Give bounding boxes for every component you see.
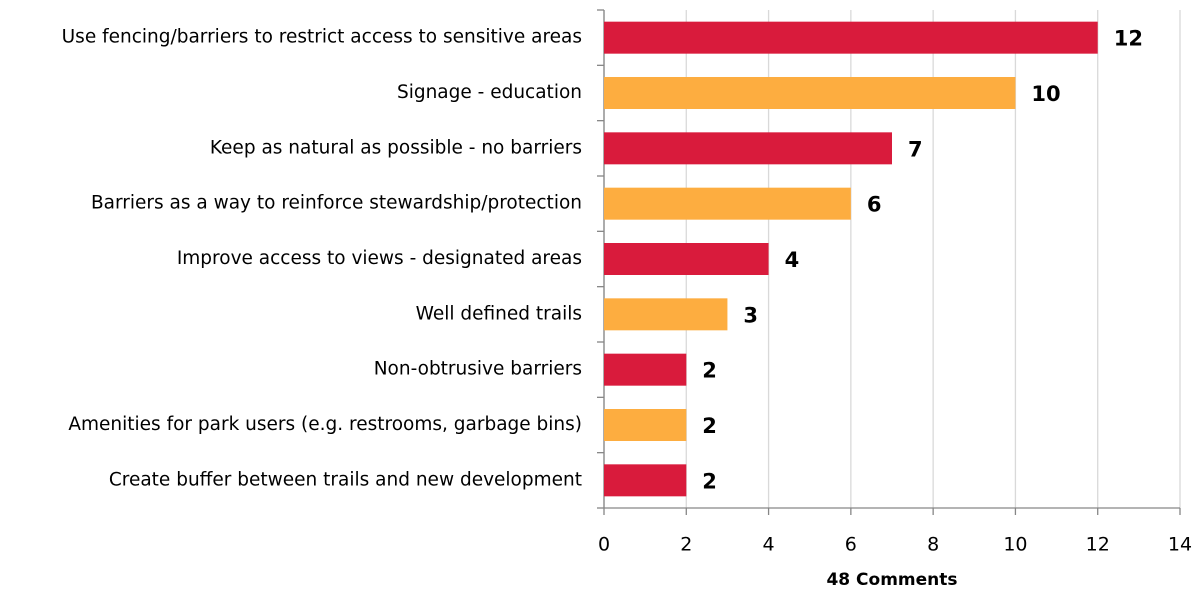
value-label: 2 (702, 359, 717, 383)
bar (604, 409, 687, 441)
y-tick-label: Well defined trails (416, 303, 582, 324)
bar (604, 77, 1016, 109)
bar (604, 21, 1098, 54)
bar (604, 298, 728, 331)
x-tick-label: 0 (598, 534, 610, 556)
bar (604, 187, 851, 220)
value-label: 4 (785, 248, 800, 272)
value-label: 10 (1031, 82, 1060, 106)
y-tick-label: Amenities for park users (e.g. restrooms… (68, 414, 582, 435)
x-axis-label: 48 Comments (826, 570, 957, 590)
x-tick-label: 4 (763, 534, 775, 556)
value-label: 2 (702, 469, 717, 493)
x-tick-label: 14 (1168, 534, 1192, 556)
bar (604, 132, 892, 165)
x-tick-label: 6 (845, 534, 857, 556)
x-tick-label: 10 (1003, 534, 1027, 556)
y-tick-label: Use fencing/barriers to restrict access … (62, 27, 582, 48)
value-label: 12 (1114, 27, 1143, 51)
bar (604, 243, 769, 275)
x-tick-label: 12 (1086, 534, 1110, 556)
value-label: 6 (867, 193, 882, 217)
value-label: 2 (702, 414, 717, 438)
y-tick-label: Create buffer between trails and new dev… (109, 469, 582, 490)
y-tick-label: Improve access to views - designated are… (177, 248, 582, 269)
y-tick-label: Barriers as a way to reinforce stewardsh… (91, 193, 582, 214)
y-tick-label: Keep as natural as possible - no barrier… (210, 137, 582, 158)
bar (604, 464, 687, 497)
value-label: 3 (743, 303, 758, 327)
bar (604, 353, 687, 386)
value-label: 7 (908, 137, 923, 161)
y-tick-label: Signage - education (397, 82, 582, 103)
y-tick-label: Non-obtrusive barriers (374, 359, 582, 380)
x-tick-label: 8 (927, 534, 939, 556)
x-tick-label: 2 (680, 534, 692, 556)
